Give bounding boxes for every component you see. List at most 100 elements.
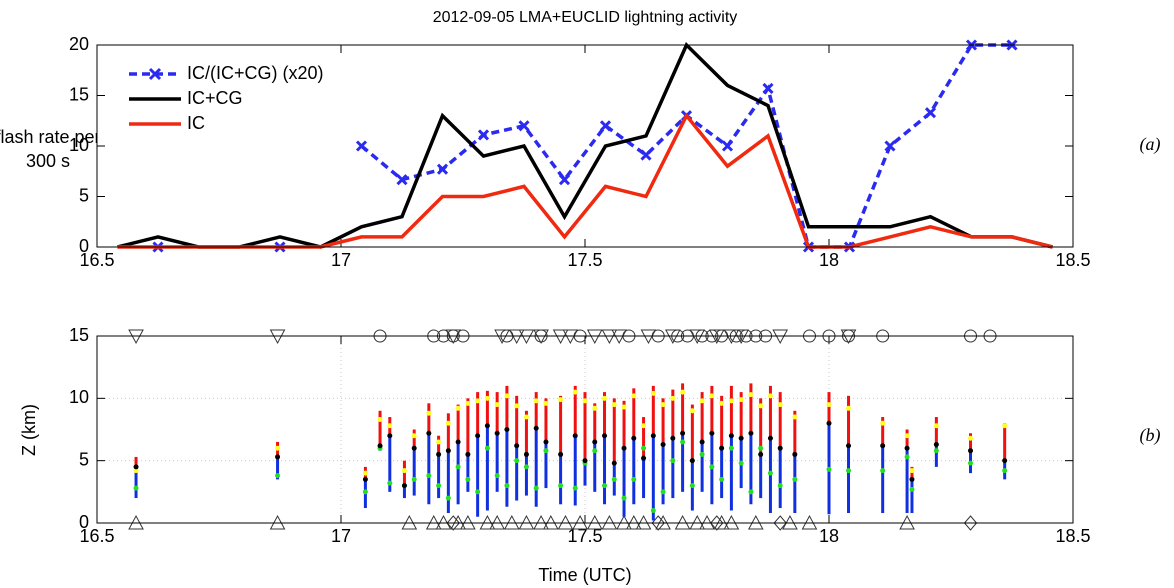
lower-dot [880,468,886,474]
upper-dot [465,400,471,406]
mid-dot [1002,458,1008,464]
lower-dot [650,508,656,514]
mid-dot [680,430,686,436]
mid-dot [709,430,715,436]
mid-dot [275,454,281,460]
mid-dot [650,433,656,439]
marker-diamond [710,515,724,531]
upper-dot [1002,423,1008,429]
upper-dot [558,397,564,403]
upper-dot [426,410,432,416]
point-marker [436,163,449,175]
mid-dot [880,443,886,449]
upper-dot [621,404,627,410]
upper-dot [602,395,608,401]
lower-dot [933,448,939,454]
upper-dot [631,393,637,399]
upper-dot [387,423,393,429]
y-tick-label: 10 [69,135,89,155]
mid-dot [387,433,393,439]
lower-dot [514,458,520,464]
upper-dot [641,423,647,429]
upper-dot [660,402,666,408]
lower-dot [904,454,910,460]
upper-dot [904,433,910,439]
upper-dot [362,470,368,476]
mid-dot [689,458,695,464]
lower-dot [846,468,852,474]
lower-dot [709,464,715,470]
y-tick-label: 20 [69,34,89,54]
mid-dot [133,464,139,470]
upper-dot [514,403,520,409]
lower-dot [758,445,764,451]
y-axis-label: 300 s [26,151,70,171]
lower-dot [641,445,647,451]
mid-dot [904,445,910,451]
mid-dot [572,433,578,439]
lower-dot [523,464,529,470]
upper-dot [650,390,656,396]
point-marker [355,140,368,152]
lower-dot [387,480,393,486]
point-marker [721,140,734,152]
mid-dot [475,433,481,439]
x-tick-label: 17 [331,250,351,270]
mid-dot [641,455,647,461]
x-axis-label: Time (UTC) [538,565,631,585]
point-marker [924,107,937,119]
point-marker [599,120,612,132]
lower-dot [133,485,139,491]
mid-dot [719,445,725,451]
upper-dot [484,395,490,401]
mid-dot [484,423,490,429]
upper-dot [543,400,549,406]
marker-diamond [963,515,978,531]
x-tick-label: 18.5 [1055,526,1090,546]
upper-dot [533,398,539,404]
mid-dot [621,445,627,451]
upper-dot [933,423,939,429]
lower-dot [494,473,500,479]
upper-dot [275,445,281,451]
lower-dot [660,489,666,495]
x-tick-label: 17.5 [567,250,602,270]
upper-dot [699,398,705,404]
lower-dot [592,448,598,454]
upper-dot [909,468,915,474]
lower-dot [1002,468,1008,474]
mid-dot [436,451,442,457]
upper-dot [968,435,974,441]
upper-dot [377,417,383,423]
lower-dot [455,464,461,470]
y-axis-label: flash rate per [0,127,101,147]
mid-dot [558,451,564,457]
upper-dot [494,402,500,408]
mid-dot [362,476,368,482]
lower-dot [611,476,617,482]
chart-title: 2012-09-05 LMA+EUCLID lightning activity [433,9,738,26]
mid-dot [738,435,744,441]
mid-dot [543,439,549,445]
point-marker [477,129,490,141]
upper-dot [880,420,886,426]
upper-dot [572,389,578,395]
x-tick-label: 16.5 [79,250,114,270]
legend-label: IC/(IC+CG) (x20) [187,63,324,83]
upper-dot [719,400,725,406]
marker-diamond [651,515,665,531]
lower-dot [719,476,725,482]
upper-dot [611,402,617,408]
lower-dot [543,448,549,454]
lower-dot [533,485,539,491]
mid-dot [582,458,588,464]
legend-label: IC+CG [187,88,243,108]
lower-dot [602,483,608,489]
y-tick-label: 5 [79,449,89,469]
y-tick-label: 15 [69,325,89,345]
upper-dot [475,398,481,404]
point-marker [762,82,774,94]
legend-label: IC [187,113,205,133]
lower-dot [572,485,578,491]
